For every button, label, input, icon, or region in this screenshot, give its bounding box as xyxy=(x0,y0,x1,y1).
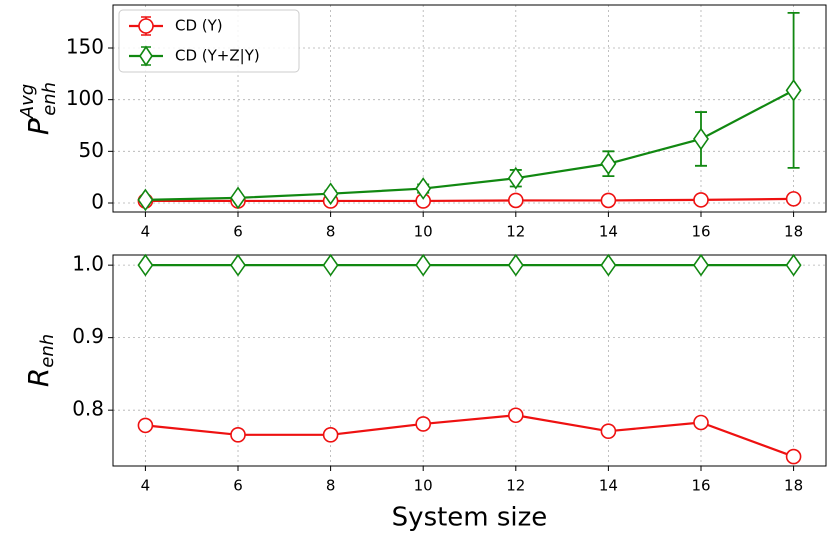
x-tick-label: 12 xyxy=(506,223,525,241)
marker xyxy=(785,448,802,465)
marker xyxy=(137,188,154,212)
x-tick-label: 18 xyxy=(784,223,803,241)
y-tick-label: 100 xyxy=(66,86,104,110)
y-label-base: R xyxy=(22,368,55,387)
x-tick-label: 4 xyxy=(141,223,151,241)
axes-frame xyxy=(112,254,827,467)
marker xyxy=(322,182,339,206)
x-tick-label: 12 xyxy=(506,477,525,495)
marker xyxy=(785,191,802,207)
marker xyxy=(137,253,154,277)
x-tick-label: 14 xyxy=(599,477,618,495)
marker xyxy=(507,166,524,190)
y-label-sup: Avg xyxy=(17,84,38,119)
y-label-sub: enh xyxy=(39,82,60,116)
marker xyxy=(693,414,709,431)
y-tick-label: 50 xyxy=(79,138,104,162)
legend-label: CD (Y) xyxy=(175,17,223,35)
marker xyxy=(693,253,709,277)
marker xyxy=(507,253,524,277)
marker xyxy=(600,152,617,176)
y-label-sub: enh xyxy=(37,334,58,368)
marker xyxy=(693,127,709,151)
marker xyxy=(230,427,246,443)
y-tick-label: 0 xyxy=(91,190,104,214)
y-tick-label: 0.8 xyxy=(72,397,104,421)
x-tick-label: 14 xyxy=(599,223,618,241)
legend-box xyxy=(118,9,300,73)
y-tick-label: 1.0 xyxy=(72,252,104,276)
marker xyxy=(230,186,246,210)
x-tick-label: 6 xyxy=(233,223,243,241)
marker xyxy=(415,177,432,200)
legend-label: CD (Y+Z|Y) xyxy=(175,47,260,65)
marker xyxy=(322,253,339,277)
y-tick-label: 150 xyxy=(66,34,104,58)
marker xyxy=(137,417,154,434)
y-axis-label: Renh xyxy=(22,334,58,387)
marker xyxy=(600,253,617,277)
marker xyxy=(507,407,524,424)
marker xyxy=(785,253,802,277)
marker xyxy=(507,192,524,209)
marker xyxy=(322,427,339,443)
legend: CD (Y) CD (Y+Z|Y) xyxy=(118,9,300,73)
axes-frame xyxy=(112,4,827,213)
x-tick-label: 6 xyxy=(233,477,243,495)
marker xyxy=(785,78,802,102)
marker xyxy=(230,253,246,277)
y-tick-label: 0.9 xyxy=(72,324,104,348)
x-tick-label: 10 xyxy=(414,477,433,495)
marker xyxy=(415,416,432,432)
x-tick-label: 4 xyxy=(141,477,151,495)
subplot: 4 6 8 10 12 14 16 18 0.8 0.9 1.0 Renh System size xyxy=(22,252,827,533)
marker xyxy=(415,253,432,277)
series-line xyxy=(145,414,794,458)
marker xyxy=(600,423,617,439)
x-tick-label: 18 xyxy=(784,477,803,495)
x-axis-label: System size xyxy=(392,503,548,533)
series-line xyxy=(145,89,795,202)
x-tick-label: 8 xyxy=(326,223,336,241)
marker xyxy=(693,192,709,208)
series-line xyxy=(145,197,794,203)
marker xyxy=(600,192,617,209)
x-tick-label: 8 xyxy=(326,477,336,495)
y-label-base: P xyxy=(22,118,55,135)
x-tick-label: 16 xyxy=(691,223,710,241)
legend-marker xyxy=(138,18,154,34)
x-tick-label: 16 xyxy=(691,477,710,495)
x-tick-label: 10 xyxy=(414,223,433,241)
legend-marker xyxy=(139,45,153,67)
y-axis-label: PAvgenh xyxy=(17,82,60,135)
